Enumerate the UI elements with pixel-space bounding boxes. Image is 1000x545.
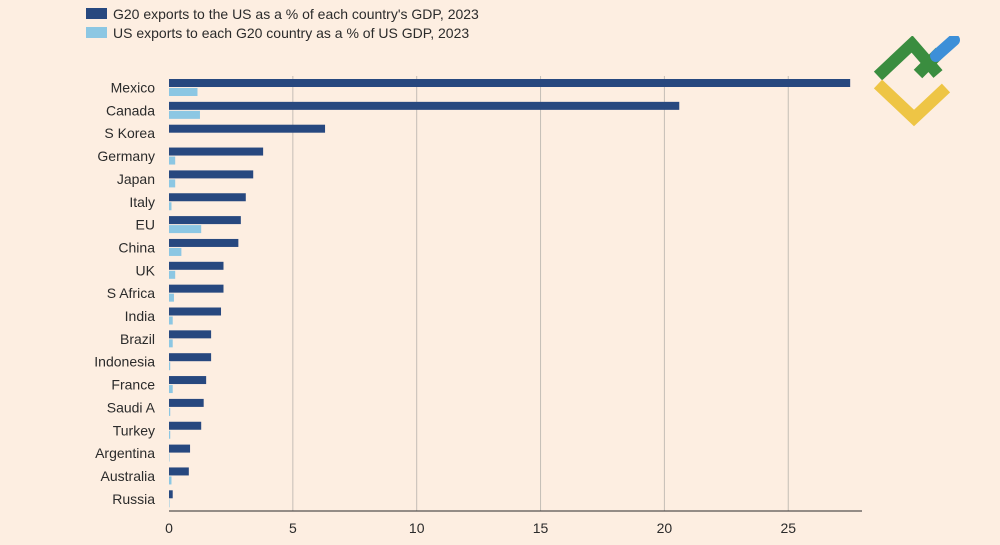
bar-series2-india bbox=[169, 316, 173, 325]
bar-series1-argentina bbox=[169, 444, 191, 453]
bar-series1-s-africa bbox=[169, 284, 224, 293]
bar-series1-japan bbox=[169, 170, 254, 179]
category-labels: Mexico Canada S Korea Germany Japan Italy EU Ch… bbox=[94, 80, 155, 507]
x-tick-label: 5 bbox=[289, 520, 297, 536]
bar-series2-germany bbox=[169, 156, 176, 165]
bar-series2-italy bbox=[169, 202, 172, 211]
category-label: UK bbox=[136, 262, 156, 278]
bar-series2-uk bbox=[169, 270, 176, 279]
x-tick-label: 0 bbox=[165, 520, 173, 536]
legend-label-series1: G20 exports to the US as a % of each cou… bbox=[113, 5, 479, 22]
bar-series1-brazil bbox=[169, 330, 212, 339]
category-label: China bbox=[118, 239, 155, 255]
bar-series2-eu bbox=[169, 225, 202, 234]
category-label: Germany bbox=[97, 148, 155, 164]
legend-swatch-series1 bbox=[86, 8, 107, 19]
bar-series1-indonesia bbox=[169, 353, 212, 362]
bars bbox=[169, 79, 851, 508]
category-label: Russia bbox=[112, 491, 155, 507]
x-tick-label: 15 bbox=[533, 520, 549, 536]
category-label: Brazil bbox=[120, 331, 155, 347]
bar-series2-japan bbox=[169, 179, 176, 188]
bar-series1-saudi-a bbox=[169, 398, 204, 407]
bar-series2-s-africa bbox=[169, 293, 174, 302]
bar-series1-china bbox=[169, 238, 239, 247]
category-label: EU bbox=[136, 217, 155, 233]
bar-series2-france bbox=[169, 385, 173, 394]
bar-series2-australia bbox=[169, 476, 172, 485]
category-label: Turkey bbox=[113, 422, 155, 438]
bar-series2-canada bbox=[169, 110, 200, 119]
bar-series2-turkey bbox=[169, 430, 171, 439]
bar-series1-turkey bbox=[169, 421, 202, 430]
bar-series1-india bbox=[169, 307, 222, 316]
bar-series1-italy bbox=[169, 193, 246, 202]
bar-series1-france bbox=[169, 376, 207, 385]
category-label: S Africa bbox=[107, 285, 155, 301]
category-label: Mexico bbox=[111, 80, 156, 96]
bar-series2-indonesia bbox=[169, 362, 171, 371]
category-label: Indonesia bbox=[94, 354, 155, 370]
category-label: Argentina bbox=[95, 445, 155, 461]
bar-series1-uk bbox=[169, 261, 224, 270]
bar-series1-mexico bbox=[169, 79, 851, 87]
legend: G20 exports to the US as a % of each cou… bbox=[86, 4, 479, 42]
bar-series1-eu bbox=[169, 216, 241, 225]
legend-item-series2: US exports to each G20 country as a % of… bbox=[86, 23, 479, 42]
x-tick-label: 20 bbox=[657, 520, 673, 536]
bar-series1-germany bbox=[169, 147, 264, 156]
category-label: Italy bbox=[129, 194, 155, 210]
legend-label-series2: US exports to each G20 country as a % of… bbox=[113, 24, 470, 41]
category-label: India bbox=[125, 308, 156, 324]
legend-swatch-series2 bbox=[86, 27, 107, 38]
category-label: France bbox=[111, 377, 155, 393]
bar-series1-russia bbox=[169, 490, 173, 499]
bar-series2-china bbox=[169, 247, 182, 256]
gridlines bbox=[292, 76, 789, 511]
bar-series1-s-korea bbox=[169, 124, 326, 133]
category-label: S Korea bbox=[104, 125, 155, 141]
category-label: Japan bbox=[117, 171, 155, 187]
category-label: Canada bbox=[106, 102, 155, 118]
bar-series2-brazil bbox=[169, 339, 173, 348]
bar-series1-australia bbox=[169, 467, 189, 476]
x-tick-label: 25 bbox=[780, 520, 796, 536]
legend-item-series1: G20 exports to the US as a % of each cou… bbox=[86, 4, 479, 23]
brand-logo-icon bbox=[873, 36, 960, 127]
category-label: Australia bbox=[101, 468, 156, 484]
bar-series2-mexico bbox=[169, 88, 198, 96]
x-tick-label: 10 bbox=[409, 520, 425, 536]
category-label: Saudi A bbox=[107, 399, 156, 415]
x-axis-ticks: 0 5 10 15 20 25 bbox=[165, 520, 796, 536]
bar-series1-canada bbox=[169, 101, 680, 110]
bar-series2-saudi-a bbox=[169, 407, 171, 416]
